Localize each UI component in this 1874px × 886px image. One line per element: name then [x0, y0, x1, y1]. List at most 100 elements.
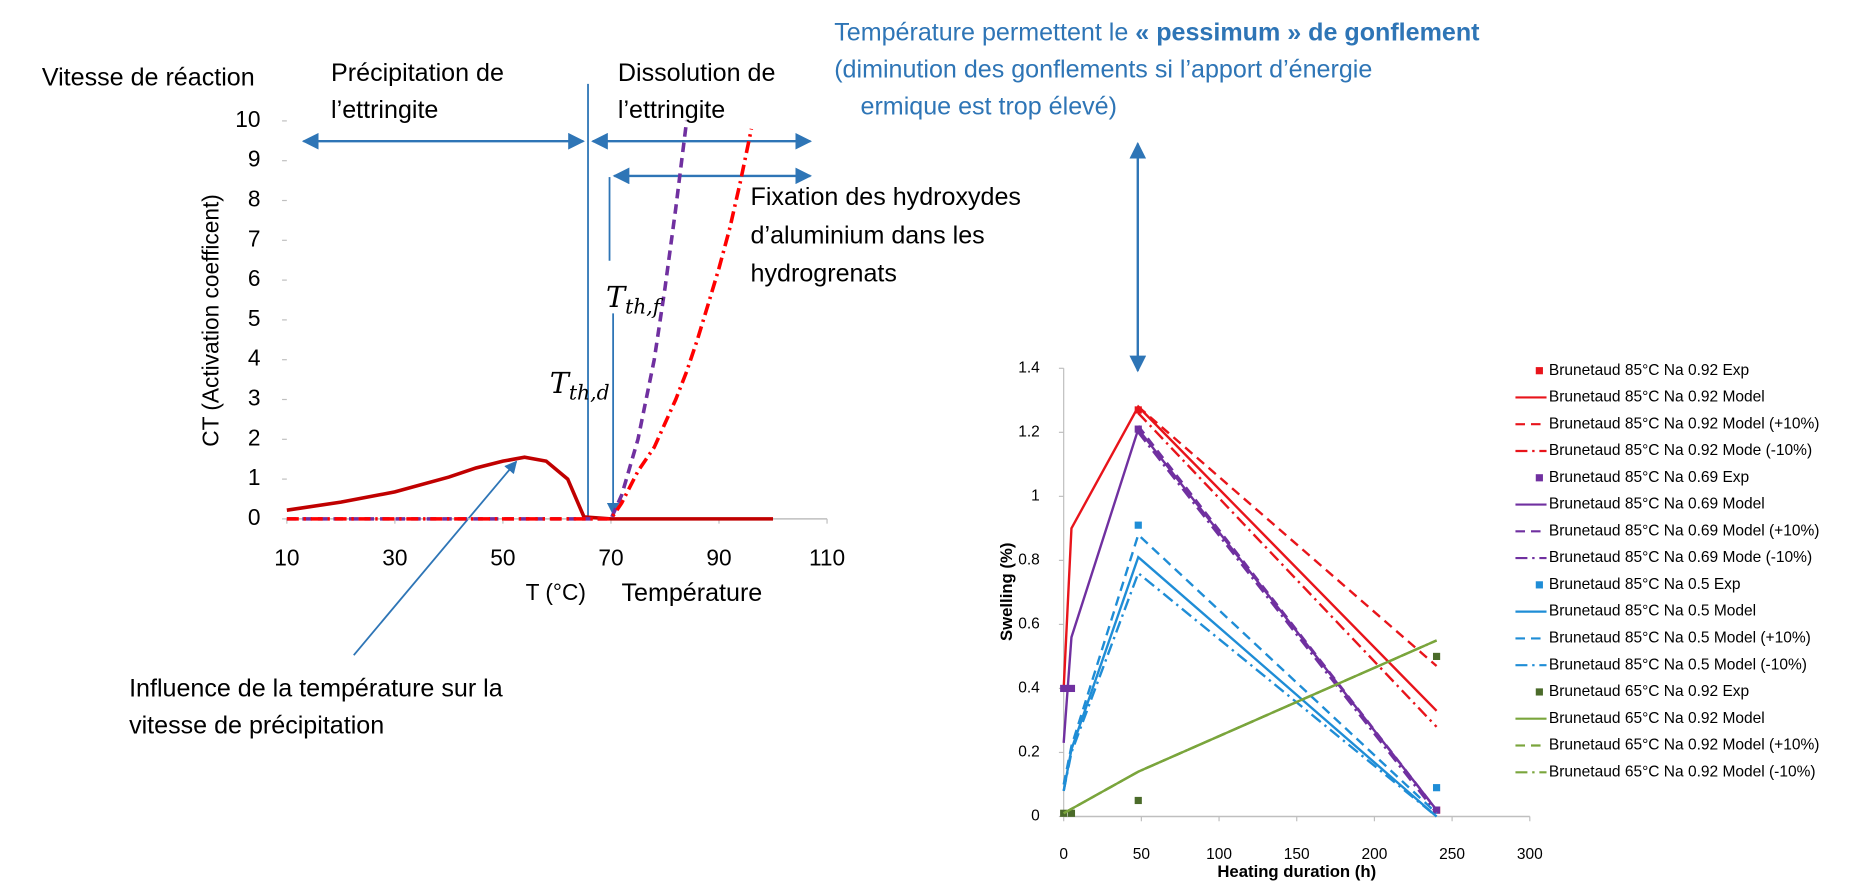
annotation: Précipitation de — [331, 59, 504, 87]
x-tick-label: 110 — [809, 545, 845, 571]
series-line — [1062, 404, 1438, 712]
y-tick-label: 0.6 — [1018, 616, 1040, 633]
annotation: Dissolution de — [618, 59, 776, 87]
y-tick-label: 1.2 — [1018, 423, 1040, 440]
data-point — [1067, 684, 1076, 693]
legend-marker — [1535, 474, 1543, 482]
series-line — [1062, 555, 1438, 818]
legend-marker — [1535, 581, 1543, 589]
annotation: l’ettringite — [331, 96, 438, 124]
note: ermique est trop élevé) — [861, 92, 1117, 120]
legend-label: Brunetaud 65°C Na 0.92 Model (-10%) — [1549, 763, 1816, 780]
legend-label: Brunetaud 85°C Na 0.69 Model (+10%) — [1549, 522, 1820, 539]
annotation-arrows — [301, 83, 1147, 656]
x-tick-label: 200 — [1361, 846, 1387, 863]
annotation: Fixation des hydroxydes — [751, 183, 1021, 211]
legend-label: Brunetaud 85°C Na 0.69 Mode (-10%) — [1549, 549, 1812, 566]
annotation: d’aluminium dans les — [751, 221, 985, 249]
annotation: hydrogrenats — [751, 260, 897, 288]
series-line — [1062, 426, 1438, 811]
math-main: T — [606, 279, 627, 313]
math-label: Tth,f — [606, 279, 664, 317]
x-tick-label: 0 — [1059, 846, 1068, 863]
note: Température permettent le « pessimum » d… — [834, 18, 1480, 46]
x-tick-label: 50 — [490, 545, 515, 571]
x-tick-label: 100 — [1206, 846, 1232, 863]
legend-label: Brunetaud 65°C Na 0.92 Model (+10%) — [1549, 737, 1820, 754]
legend-label: Brunetaud 85°C Na 0.5 Model (-10%) — [1549, 656, 1807, 673]
y-axis-label: CT (Activation coefficent) — [198, 194, 224, 447]
series-line — [1137, 425, 1438, 811]
x-tick-label: 300 — [1517, 846, 1543, 863]
legend-label: Brunetaud 85°C Na 0.92 Exp — [1549, 362, 1749, 379]
data-point — [1067, 809, 1076, 817]
arrow — [353, 460, 518, 656]
legend-marker — [1535, 367, 1543, 375]
series-line — [286, 120, 689, 521]
annotation: Influence de la température sur la — [129, 674, 503, 702]
note: (diminution des gonflements si l’apport … — [834, 55, 1372, 83]
series-line — [1137, 405, 1438, 667]
y-tick-label: 0 — [1031, 808, 1040, 825]
y-tick-label: 1.4 — [1018, 359, 1040, 376]
y-tick-label: 0.8 — [1018, 551, 1040, 568]
x-tick-label: 30 — [382, 545, 407, 571]
legend-marker — [1535, 688, 1543, 696]
legend-label: Brunetaud 85°C Na 0.5 Model — [1549, 603, 1756, 620]
data-point — [1060, 684, 1068, 693]
math-sub: th,f — [625, 294, 664, 318]
y-tick-label: 6 — [248, 265, 261, 291]
data-point — [1432, 652, 1441, 661]
legend-label: Brunetaud 85°C Na 0.92 Mode (-10%) — [1549, 442, 1812, 459]
legend-label: Brunetaud 65°C Na 0.92 Model — [1549, 710, 1765, 727]
data-point — [1060, 809, 1068, 817]
series-line — [1063, 639, 1438, 815]
note-part: « pessimum » de gonflement — [1135, 18, 1480, 46]
series-line — [286, 455, 774, 521]
y-tick-label: 2 — [248, 424, 261, 450]
y-tick-label: 4 — [248, 345, 261, 371]
x-tick-label: 250 — [1439, 846, 1465, 863]
y-tick-label: 0.2 — [1018, 744, 1040, 761]
data-point — [1134, 521, 1142, 529]
annotation: l’ettringite — [618, 96, 725, 124]
y-tick-label: 10 — [235, 106, 260, 132]
legend-label: Brunetaud 85°C Na 0.5 Exp — [1549, 576, 1741, 593]
annotation: Température — [621, 579, 762, 607]
legend-label: Brunetaud 65°C Na 0.92 Exp — [1549, 683, 1749, 700]
annotation: vitesse de précipitation — [129, 711, 384, 739]
data-point — [1134, 796, 1142, 805]
x-tick-label: 50 — [1133, 846, 1151, 863]
y-tick-label: 7 — [248, 225, 261, 251]
y-tick-label: 5 — [248, 305, 261, 331]
math-main: T — [550, 366, 571, 400]
y-axis-label: Swelling (%) — [997, 543, 1016, 641]
x-axis-label: Heating duration (h) — [1217, 862, 1376, 881]
series-line — [1063, 639, 1438, 815]
y-tick-label: 1 — [248, 464, 261, 490]
data-point — [1432, 806, 1441, 814]
legend-label: Brunetaud 85°C Na 0.69 Exp — [1549, 469, 1749, 486]
y-tick-label: 0.4 — [1018, 680, 1040, 697]
series-line — [1063, 639, 1438, 815]
x-tick-label: 150 — [1284, 846, 1310, 863]
legend-label: Brunetaud 85°C Na 0.5 Model (+10%) — [1549, 630, 1811, 647]
y-tick-label: 9 — [248, 146, 261, 172]
x-axis-label: T (°C) — [526, 579, 586, 605]
math-sub: th,d — [569, 380, 610, 404]
annotation: Vitesse de réaction — [42, 64, 255, 92]
series-line — [1062, 532, 1438, 815]
x-tick-label: 70 — [598, 545, 623, 571]
y-tick-label: 8 — [248, 186, 261, 212]
data-point — [1134, 406, 1142, 414]
legend-label: Brunetaud 85°C Na 0.92 Model — [1549, 389, 1765, 406]
legend-label: Brunetaud 85°C Na 0.92 Model (+10%) — [1549, 415, 1820, 432]
x-tick-label: 10 — [274, 545, 299, 571]
series-line — [286, 128, 754, 521]
series-line — [1137, 431, 1438, 814]
math-label: Tth,d — [550, 366, 610, 404]
y-tick-label: 1 — [1031, 487, 1040, 504]
y-tick-label: 0 — [248, 504, 261, 530]
legend-label: Brunetaud 85°C Na 0.69 Model — [1549, 496, 1765, 513]
